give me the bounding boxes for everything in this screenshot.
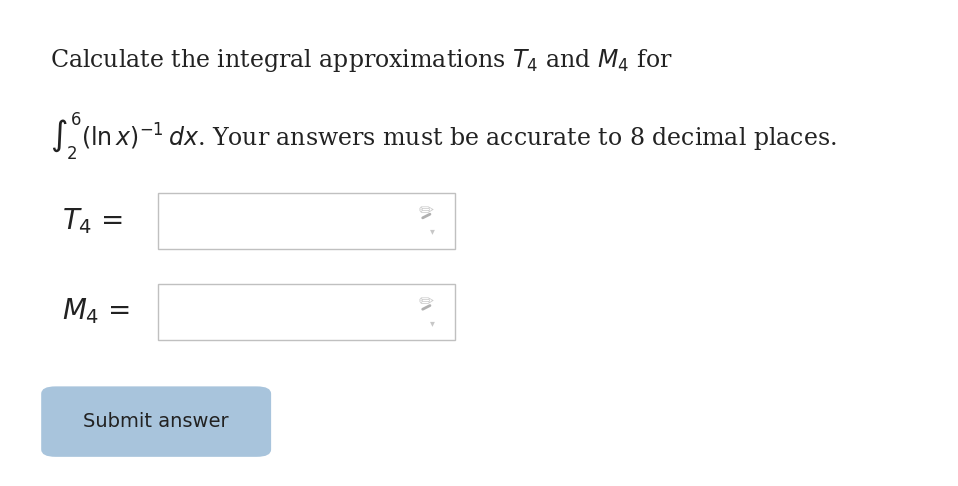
Text: Submit answer: Submit answer — [83, 412, 229, 431]
Text: $M_4$ =: $M_4$ = — [62, 296, 130, 326]
FancyBboxPatch shape — [41, 386, 271, 457]
Text: ✏: ✏ — [419, 294, 434, 312]
Text: ✏: ✏ — [419, 202, 434, 220]
FancyBboxPatch shape — [158, 193, 455, 249]
Text: ▾: ▾ — [429, 226, 435, 237]
FancyBboxPatch shape — [158, 284, 455, 340]
Text: ▾: ▾ — [429, 318, 435, 328]
Text: $T_4$ =: $T_4$ = — [62, 206, 124, 236]
Text: Calculate the integral approximations $T_4$ and $M_4$ for: Calculate the integral approximations $T… — [50, 47, 673, 74]
Text: $\int_2^6 (\ln x)^{-1}\, dx$. Your answers must be accurate to 8 decimal places.: $\int_2^6 (\ln x)^{-1}\, dx$. Your answe… — [50, 110, 836, 162]
